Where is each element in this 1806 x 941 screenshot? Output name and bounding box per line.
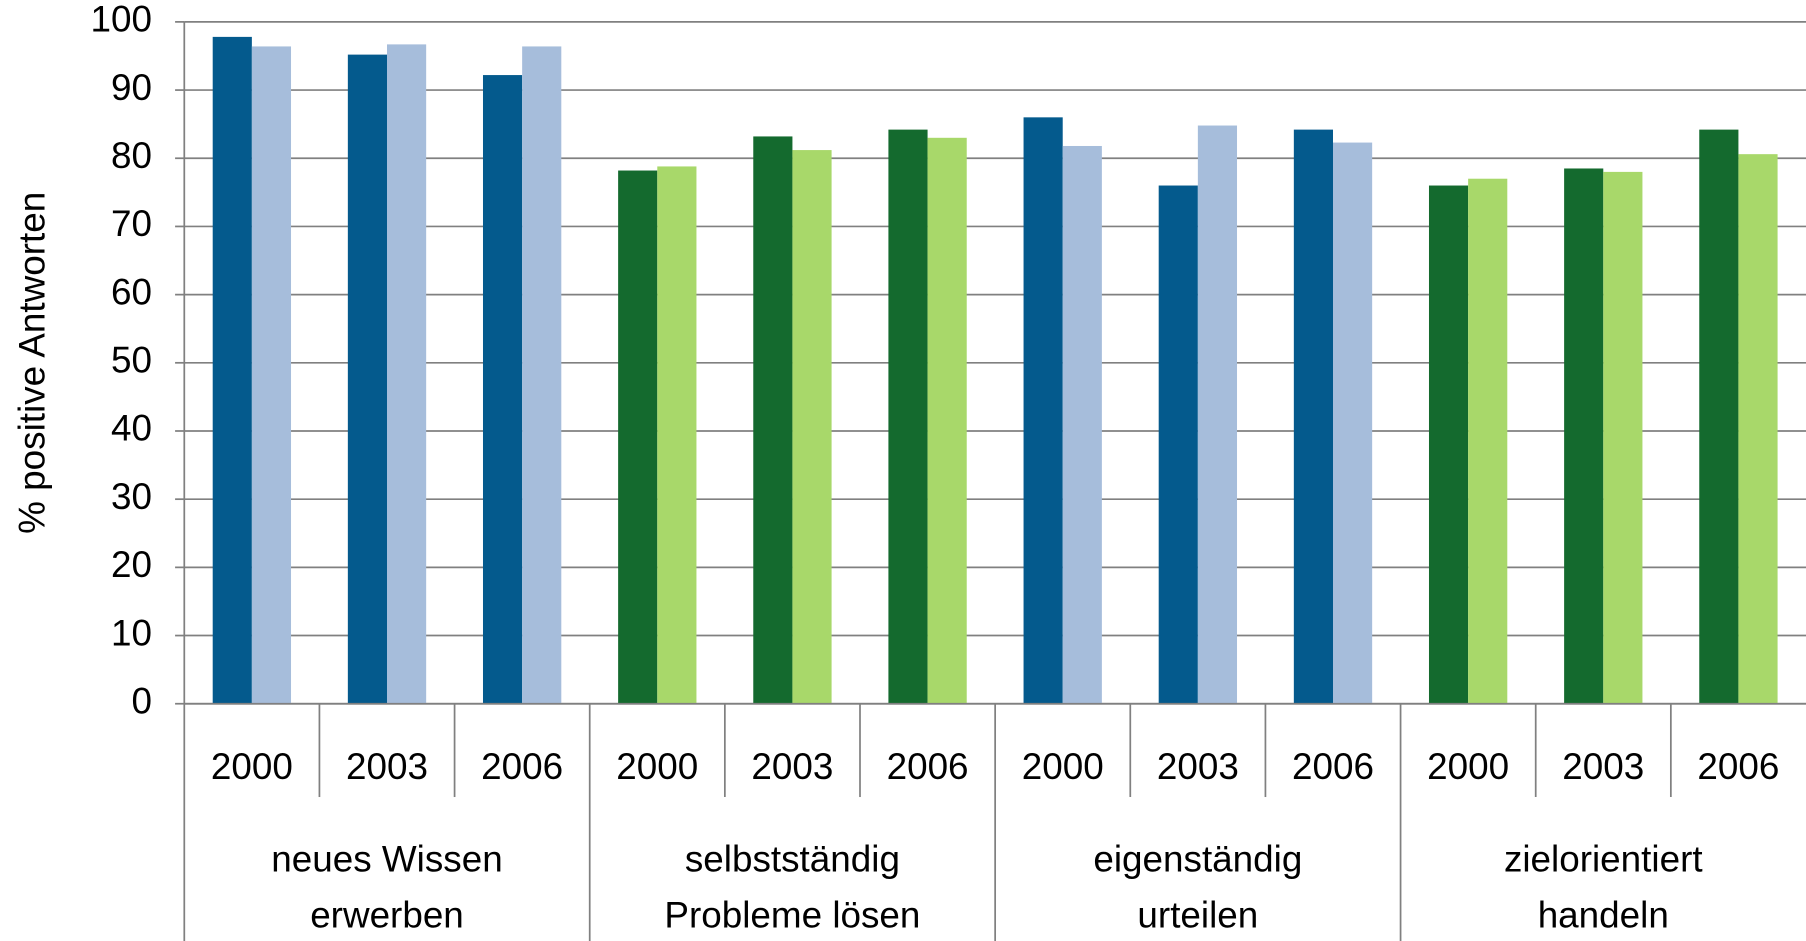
- bar: [347, 54, 388, 704]
- x-tick-label: 2006: [1292, 746, 1374, 787]
- bar: [1738, 154, 1778, 704]
- y-axis-label: % positive Antworten: [11, 192, 52, 534]
- x-tick-label: 2003: [346, 746, 428, 787]
- y-tick-label: 30: [111, 476, 152, 517]
- bar: [792, 150, 832, 704]
- bar: [1699, 129, 1739, 704]
- bar: [753, 136, 793, 704]
- x-tick-label: 2003: [1157, 746, 1239, 787]
- bar: [1197, 125, 1238, 704]
- x-tick-label: 2000: [211, 746, 293, 787]
- bar: [1603, 171, 1643, 704]
- bar: [657, 166, 697, 704]
- y-tick-label: 10: [111, 612, 152, 653]
- bar: [522, 46, 562, 704]
- bar: [387, 44, 427, 704]
- x-tick-label: 2000: [616, 746, 698, 787]
- group-label: erwerben: [310, 895, 464, 936]
- y-tick-label: 40: [111, 408, 152, 449]
- x-tick-label: 2006: [481, 746, 563, 787]
- group-label: Probleme lösen: [664, 895, 920, 936]
- y-tick-label: 100: [91, 0, 152, 40]
- y-tick-label: 0: [132, 680, 153, 721]
- x-tick-label: 2006: [1697, 746, 1779, 787]
- y-tick-label: 80: [111, 135, 152, 176]
- bar: [1332, 142, 1373, 704]
- y-tick-label: 60: [111, 271, 152, 312]
- group-label: eigenständig: [1093, 838, 1302, 879]
- y-tick-label: 70: [111, 203, 152, 244]
- bar: [1023, 117, 1063, 704]
- x-tick-label: 2003: [751, 746, 833, 787]
- bar: [888, 129, 928, 704]
- bar: [927, 137, 967, 704]
- bar: [251, 46, 292, 704]
- bar: [1564, 168, 1604, 704]
- group-label: neues Wissen: [271, 838, 502, 879]
- bar: [1062, 145, 1102, 704]
- bar: [212, 36, 252, 704]
- bar: [618, 170, 658, 704]
- group-label: selbstständig: [685, 838, 900, 879]
- x-tick-label: 2000: [1022, 746, 1104, 787]
- group-label: zielorientiert: [1504, 838, 1703, 879]
- y-tick-label: 90: [111, 67, 152, 108]
- bar: [1468, 178, 1508, 704]
- bar: [1158, 185, 1198, 704]
- bar: [1293, 129, 1333, 704]
- group-label: handeln: [1538, 895, 1669, 936]
- bar: [1428, 185, 1469, 704]
- group-label: urteilen: [1137, 895, 1258, 936]
- x-tick-label: 2003: [1562, 746, 1644, 787]
- bar: [482, 75, 523, 704]
- y-tick-label: 20: [111, 544, 152, 585]
- x-tick-label: 2006: [887, 746, 969, 787]
- y-tick-label: 50: [111, 340, 152, 381]
- x-tick-label: 2000: [1427, 746, 1509, 787]
